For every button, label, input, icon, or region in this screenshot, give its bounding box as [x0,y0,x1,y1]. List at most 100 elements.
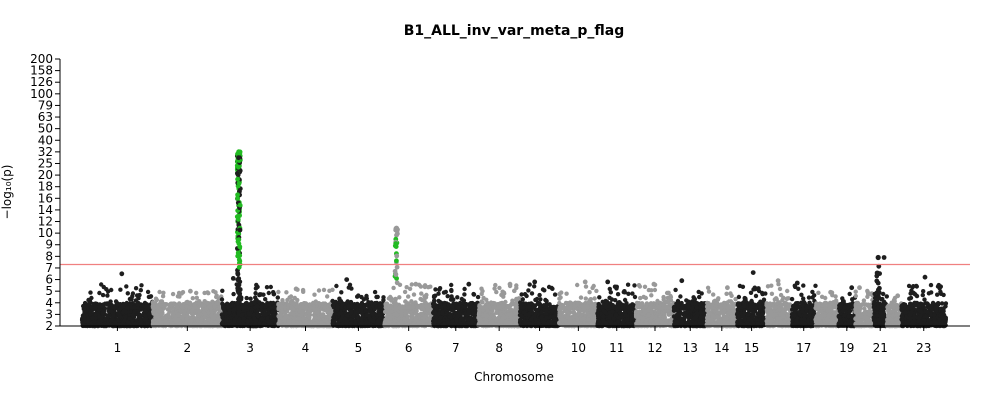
snp-point [285,322,290,328]
peak-point [236,264,242,270]
snp-point [377,302,382,307]
snp-point [323,318,328,323]
snp-point [154,321,159,326]
peak-point [235,271,241,277]
snp-point [497,285,502,291]
chromosome-7-points [430,281,481,329]
snp-point [85,316,91,321]
peak-point [236,164,241,170]
peak-point [393,241,399,247]
snp-point [244,300,249,306]
snp-point [253,286,259,291]
snp-point [491,314,497,320]
snp-point [449,304,455,309]
snp-point [403,299,408,304]
snp-point [504,320,510,325]
snp-point [143,316,149,321]
snp-point [402,316,407,322]
snp-point [415,305,421,310]
snp-point [159,312,164,317]
chromosome-5-points [330,277,386,329]
snp-point-top [413,281,419,287]
chromosome-9-points [517,279,562,329]
snp-point [198,312,203,317]
snp-point [112,305,117,310]
peak-point [235,176,241,182]
snp-point [451,297,456,302]
snp-point [189,311,195,317]
snp-point [501,290,507,295]
snp-point [88,290,93,295]
snp-point [514,283,519,288]
snp-point [139,283,144,288]
chromosome-6-points [382,225,436,329]
peak-point [235,250,241,256]
snp-point [232,317,237,322]
snp-point [300,287,306,293]
snp-point [179,291,184,296]
snp-point [212,304,217,309]
snp-point [138,314,143,319]
snp-point [263,311,268,317]
snp-point [223,311,228,316]
peak-point [236,282,242,288]
snp-point [308,305,313,310]
snp-point [143,308,148,314]
snp-point [424,305,430,310]
snp-point [372,289,378,295]
snp-point [179,304,185,309]
snp-point [314,310,320,315]
snp-point [259,292,264,297]
snp-point [431,304,436,309]
snp-point-top [507,281,513,287]
snp-point [168,303,173,308]
snp-point [409,299,414,304]
snp-point [409,282,414,287]
snp-point [411,292,417,297]
peak-point [395,231,400,237]
snp-point [509,312,514,317]
snp-point [128,297,133,302]
snp-point [263,297,268,302]
snp-point [436,298,441,304]
snp-point [267,319,272,325]
chromosome-3-points [219,149,281,329]
snp-point [194,290,199,296]
snp-point [210,299,215,304]
snp-point [480,288,485,294]
peak-point [237,227,243,233]
snp-point [418,284,424,289]
snp-point [203,320,208,326]
snp-point [330,298,335,304]
snp-point [275,295,280,300]
snp-point [87,300,92,306]
snp-point [112,320,118,325]
snp-point [138,288,143,293]
snp-point [190,296,195,301]
snp-point [510,298,515,303]
snp-point [195,318,200,323]
snp-point [322,322,327,328]
snp-point [81,314,86,319]
snp-point [98,304,104,309]
snp-point [223,323,228,328]
snp-point [133,286,139,291]
snp-point [176,317,181,323]
snp-point [479,299,484,304]
snp-point [503,299,508,305]
snp-point [360,320,365,326]
snp-point [364,320,369,325]
snp-point [443,289,448,295]
snp-point [459,296,464,302]
snp-point [388,314,394,319]
snp-point [123,309,129,315]
snp-point [180,315,185,321]
snp-point [80,322,86,328]
snp-point [319,313,324,318]
snp-point [303,305,309,310]
snp-point [462,286,467,292]
snp-point [160,294,166,299]
snp-point [267,302,272,307]
snp-point [369,300,374,305]
snp-point [154,312,159,317]
